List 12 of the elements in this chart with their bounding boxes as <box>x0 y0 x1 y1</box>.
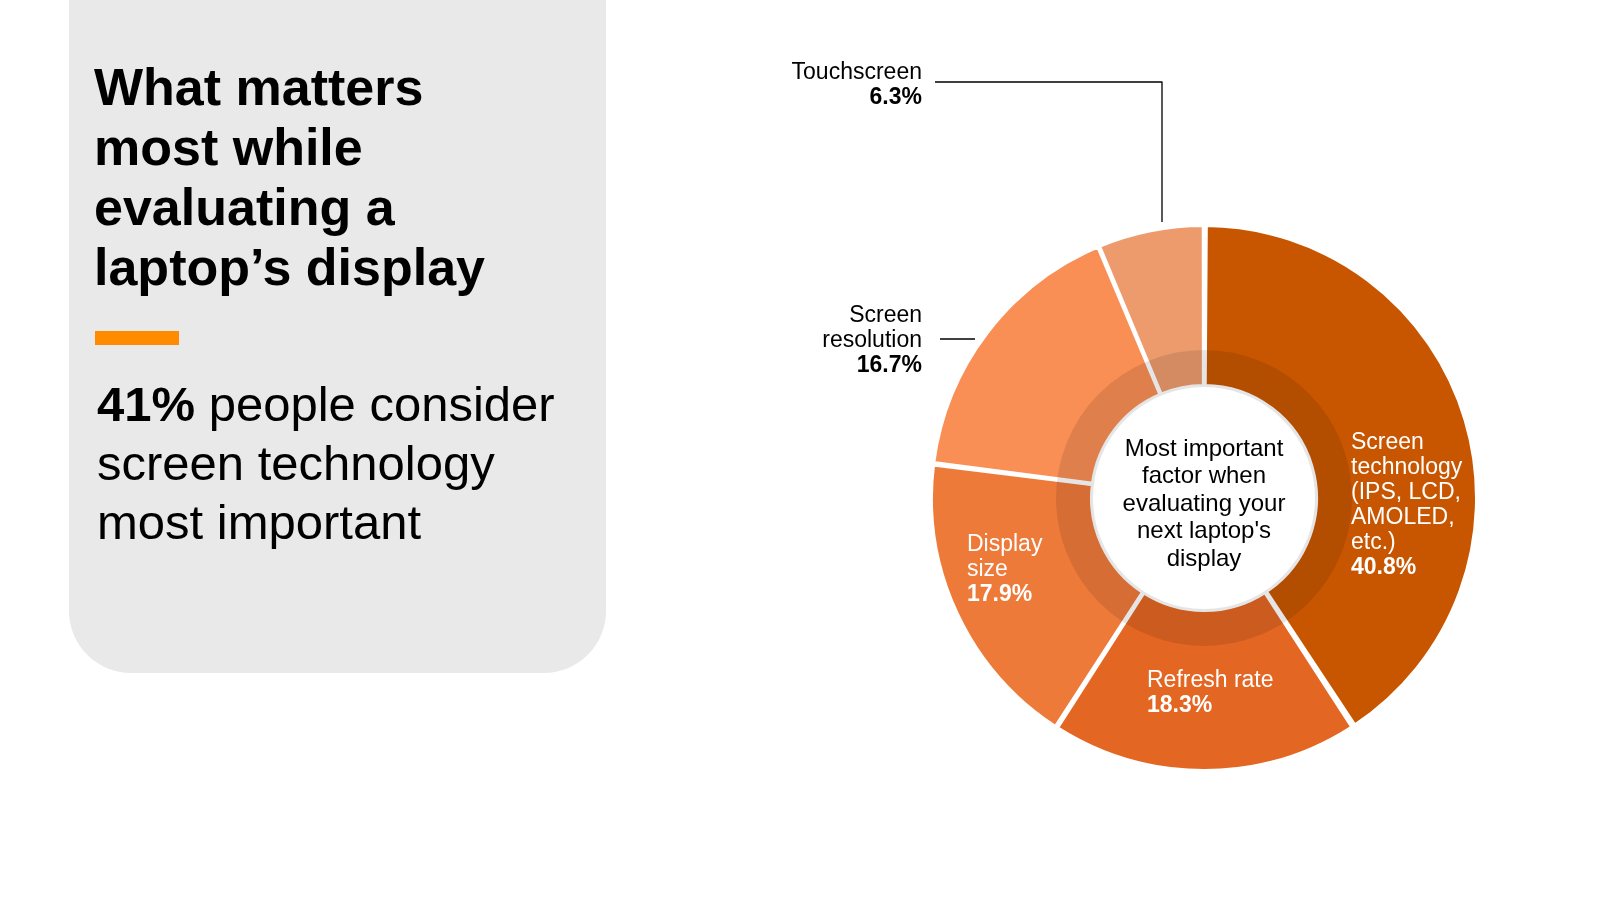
slice-label: Screen resolution <box>822 300 922 352</box>
slice-label: Touchscreen <box>791 57 922 84</box>
data-label: 17.9% <box>967 579 1033 606</box>
slice-label: Refresh rate <box>1147 665 1274 692</box>
text: Most important factor when evaluating your next laptop's display <box>1122 433 1286 571</box>
data-label: 6.3% <box>869 82 922 109</box>
text: What matters most while evaluating a laptop’s display <box>94 57 487 297</box>
text: 41% people consider screen technology most important <box>97 376 556 551</box>
slice-label: Screen technology (IPS, LCD, AMOLED, etc.) <box>1351 427 1463 554</box>
data-label: 16.7% <box>856 350 922 377</box>
slice-label: Display size <box>967 529 1043 581</box>
data-label: 18.3% <box>1147 690 1213 717</box>
